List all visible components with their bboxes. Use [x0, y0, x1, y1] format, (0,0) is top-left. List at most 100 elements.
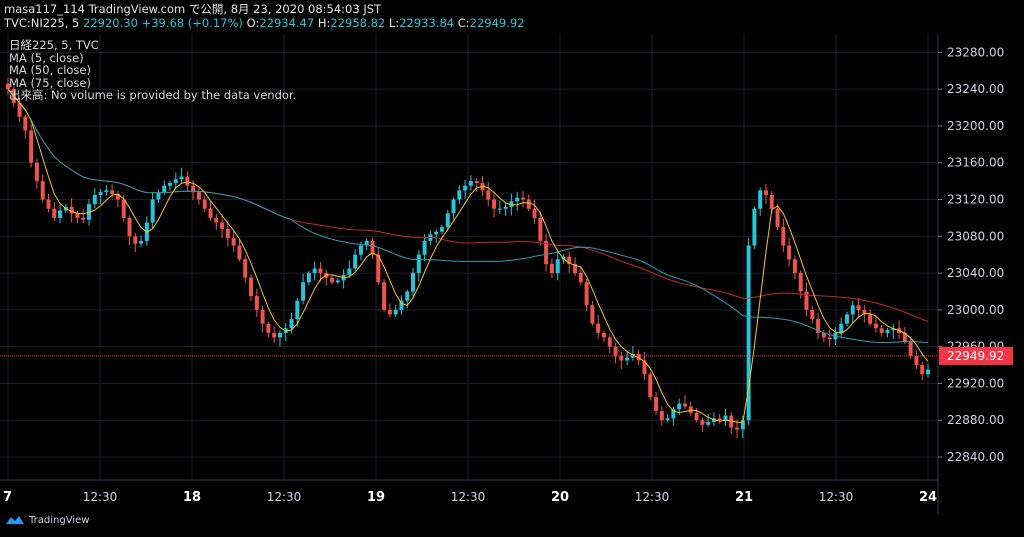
candle-down — [532, 208, 537, 218]
candle-up — [439, 227, 444, 232]
price-tick-label: 23200.00 — [947, 119, 1004, 133]
candle-up — [711, 418, 716, 423]
time-tick-label: 7 — [3, 490, 12, 505]
candle-up — [358, 245, 363, 255]
ohlc-line: TVC:NI225, 5 22920.30 +39.68 (+0.17%) O:… — [4, 16, 525, 30]
candle-up — [312, 268, 317, 274]
legend-symbol[interactable]: 日経225, 5, TVC — [9, 38, 99, 52]
price-tick-label: 22920.00 — [947, 376, 1004, 390]
candle-up — [173, 179, 178, 183]
candle-up — [758, 190, 763, 209]
candle-down — [584, 282, 589, 306]
candle-down — [544, 240, 549, 264]
candle-down — [318, 268, 323, 274]
candle-up — [405, 291, 410, 301]
candle-down — [382, 282, 387, 310]
price-axis[interactable]: 23280.00 23240.00 23200.00 23160.00 23120.00… — [937, 34, 1013, 514]
candle-down — [330, 277, 335, 283]
candle-down — [81, 217, 86, 220]
candle-up — [422, 240, 427, 255]
candle-down — [6, 83, 10, 90]
high-value: 22958.82 — [330, 16, 386, 30]
candle-down — [231, 238, 236, 246]
candle-up — [740, 420, 745, 430]
high-label: H: — [317, 16, 331, 30]
legend-ma75[interactable]: MA (75, close) — [9, 75, 91, 90]
time-tick-label: 12:30 — [83, 490, 118, 504]
candle-down — [115, 194, 120, 200]
candle-up — [445, 213, 450, 228]
open-label: O: — [246, 16, 260, 30]
candle-down — [862, 309, 867, 315]
candle-down — [769, 194, 774, 209]
time-tick-label: 12:30 — [451, 490, 486, 504]
legend-ma5[interactable]: MA (5, close) — [9, 50, 84, 65]
candle-down — [272, 332, 277, 338]
candle-down — [133, 236, 138, 244]
time-tick-label: 18 — [183, 490, 201, 505]
candle-up — [891, 328, 896, 331]
legend-volume[interactable]: 出来高: No volume is provided by the data v… — [9, 88, 297, 102]
symbol-label: TVC:NI225, 5 — [4, 16, 80, 30]
candle-up — [104, 190, 109, 193]
candle-down — [214, 217, 219, 223]
candle-up — [399, 300, 404, 310]
candle-down — [474, 181, 479, 183]
candle-down — [196, 192, 201, 200]
candle-down — [254, 296, 259, 310]
candle-down — [798, 273, 803, 292]
candle-down — [654, 397, 659, 412]
candle-up — [463, 185, 468, 191]
candle-down — [763, 190, 768, 195]
candle-up — [353, 254, 358, 269]
candle-up — [335, 280, 340, 283]
legend-ma50[interactable]: MA (50, close) — [9, 63, 91, 77]
time-axis[interactable]: 7 12:30 18 12:30 19 12:30 20 12:30 21 12:30 24 — [0, 479, 938, 505]
candle-down — [601, 332, 606, 338]
price-change: +39.68 (+0.17%) — [141, 16, 243, 30]
candle-down — [642, 360, 647, 375]
candle-up — [277, 332, 282, 338]
ma5-line — [7, 88, 929, 424]
candle-down — [46, 199, 51, 209]
candle-up — [752, 208, 757, 246]
time-tick-label: 21 — [735, 490, 753, 505]
candle-down — [856, 305, 861, 310]
candle-down — [69, 206, 74, 214]
candle-down — [526, 199, 531, 209]
time-tick-label: 12:30 — [267, 490, 302, 504]
candle-down — [735, 427, 740, 430]
candle-down — [520, 197, 525, 200]
candle-down — [816, 319, 821, 333]
candle-up — [98, 192, 103, 195]
price-chart[interactable]: 23280.00 23240.00 23200.00 23160.00 23120.00… — [0, 34, 1024, 514]
candle-down — [549, 263, 554, 274]
candle-down — [908, 342, 913, 356]
indicator-legend: 日経225, 5, TVC MA (5, close) MA (50, clos… — [9, 39, 296, 102]
price-tick-label: 23280.00 — [947, 45, 1004, 59]
candle-down — [682, 403, 687, 407]
candle-down — [538, 217, 543, 241]
candle-up — [289, 319, 294, 329]
candle-down — [879, 328, 884, 333]
footer: TradingView — [5, 514, 89, 526]
publish-info: masa117_114 TradingView.com で公開, 8月 23, … — [4, 2, 382, 16]
current-price-tag — [939, 346, 1013, 365]
candle-up — [301, 282, 306, 301]
candle-up — [139, 240, 144, 244]
candle-up — [844, 314, 849, 324]
candle-up — [723, 415, 728, 421]
candle-up — [625, 357, 630, 361]
candle-down — [185, 176, 190, 186]
candle-up — [706, 422, 711, 425]
candle-up — [839, 323, 844, 333]
candle-down — [659, 411, 664, 421]
candle-up — [850, 305, 855, 315]
candle-down — [237, 245, 242, 260]
candle-down — [387, 309, 392, 315]
close-value: 22949.92 — [469, 16, 525, 30]
candle-down — [567, 256, 572, 264]
candle-down — [827, 337, 832, 340]
close-label: C: — [457, 16, 470, 30]
candle-up — [665, 418, 670, 421]
